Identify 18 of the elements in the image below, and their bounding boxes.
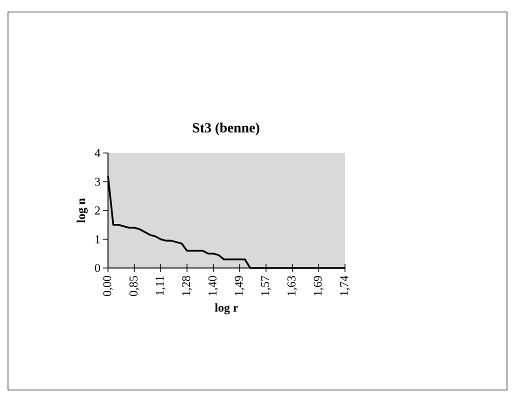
x-tick-label: 1,57 — [261, 276, 271, 296]
y-tick-label: 2 — [95, 206, 100, 214]
x-tick-label: 1,74 — [340, 276, 350, 296]
x-tick-label: 1,28 — [182, 276, 192, 296]
x-tick-label: 1,69 — [314, 276, 324, 296]
y-tick-label: 1 — [96, 235, 100, 244]
x-tick-label: 1,11 — [156, 276, 166, 295]
y-axis-title: log n — [76, 198, 88, 223]
chart-title: St3 (benne) — [192, 122, 260, 136]
x-tick-label: 0,00 — [103, 276, 113, 296]
x-tick-label: 1,49 — [234, 276, 245, 296]
x-tick-label: 1,40 — [208, 276, 218, 296]
y-tick-label: 0 — [94, 264, 100, 272]
y-tick-label: 3 — [95, 178, 100, 186]
y-tick-label: 4 — [94, 149, 100, 157]
x-tick-label: 1,63 — [287, 276, 298, 296]
x-axis-title: log r — [214, 303, 238, 314]
x-tick-label: 0,85 — [129, 276, 140, 296]
